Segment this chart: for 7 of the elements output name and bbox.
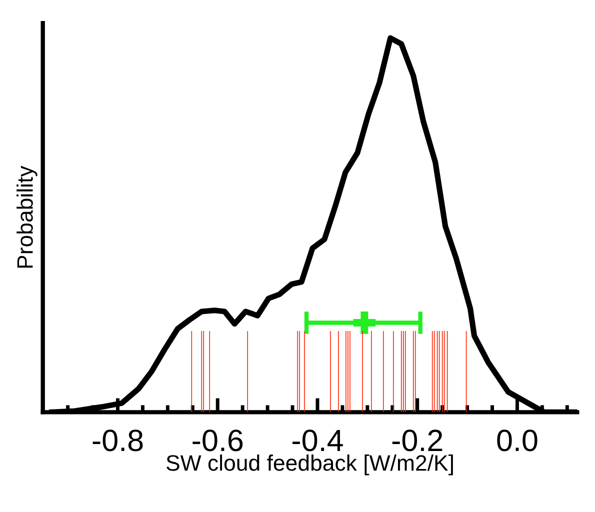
y-axis-title: Probability xyxy=(16,166,38,268)
x-tick-label: -0.8 xyxy=(92,430,143,452)
x-tick-label: -0.4 xyxy=(292,430,343,452)
x-tick-label: -0.2 xyxy=(392,430,442,452)
x-tick-label: -0.6 xyxy=(192,430,243,452)
x-tick-label: 0.0 xyxy=(497,430,538,452)
x-axis-title: SW cloud feedback [W/m2/K] xyxy=(166,454,453,476)
